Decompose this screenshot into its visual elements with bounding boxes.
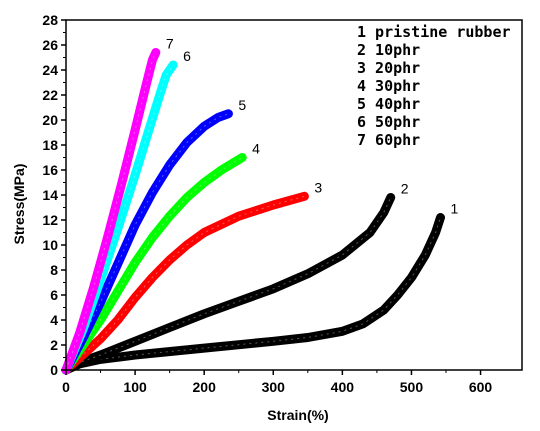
legend-entry-4: 4 30phr [357,77,420,95]
y-axis-label: Stress(MPa) [11,164,27,245]
x-tick-label: 300 [262,379,286,395]
y-tick-label: 24 [42,62,58,78]
series-texture-4 [65,157,243,371]
series-texture-2 [65,197,392,371]
y-tick-label: 12 [42,212,58,228]
series-line-2 [61,193,396,375]
series-line-5 [61,109,233,375]
series-line-7 [61,48,161,375]
series-line-3 [61,191,309,375]
series-line-1 [61,213,445,375]
y-tick-label: 20 [42,112,58,128]
series-texture-3 [65,195,305,371]
y-tick-label: 28 [42,12,58,28]
x-tick-label: 200 [193,379,217,395]
series-end-label-7: 7 [166,36,174,52]
x-tick-label: 100 [123,379,147,395]
y-tick-label: 6 [50,287,58,303]
legend-entry-7: 7 60phr [357,131,420,149]
series-end-label-3: 3 [314,179,322,195]
y-tick-label: 18 [42,137,58,153]
legend-entry-6: 6 50phr [357,113,420,131]
series-end-label-4: 4 [252,141,260,157]
series-texture-7 [65,52,157,371]
legend-entry-1: 1 pristine rubber [357,23,511,41]
x-tick-label: 500 [400,379,424,395]
y-tick-label: 0 [50,362,58,378]
series-end-label-2: 2 [401,181,409,197]
y-tick-label: 14 [42,187,58,203]
y-tick-label: 10 [42,237,58,253]
series-line-4 [61,153,247,375]
legend-entry-5: 5 40phr [357,95,420,113]
y-tick-label: 8 [50,262,58,278]
y-tick-label: 4 [50,312,58,328]
x-axis-label: Strain(%) [267,407,328,423]
y-tick-label: 22 [42,87,58,103]
legend-entry-3: 3 20phr [357,59,420,77]
x-tick-label: 400 [331,379,355,395]
x-tick-label: 600 [469,379,493,395]
series-end-label-6: 6 [183,48,191,64]
series-end-label-5: 5 [238,97,246,113]
y-tick-label: 26 [42,37,58,53]
y-tick-label: 16 [42,162,58,178]
x-tick-label: 0 [62,379,70,395]
legend-entry-2: 2 10phr [357,41,420,59]
y-tick-label: 2 [50,337,58,353]
series-end-label-1: 1 [450,201,458,217]
